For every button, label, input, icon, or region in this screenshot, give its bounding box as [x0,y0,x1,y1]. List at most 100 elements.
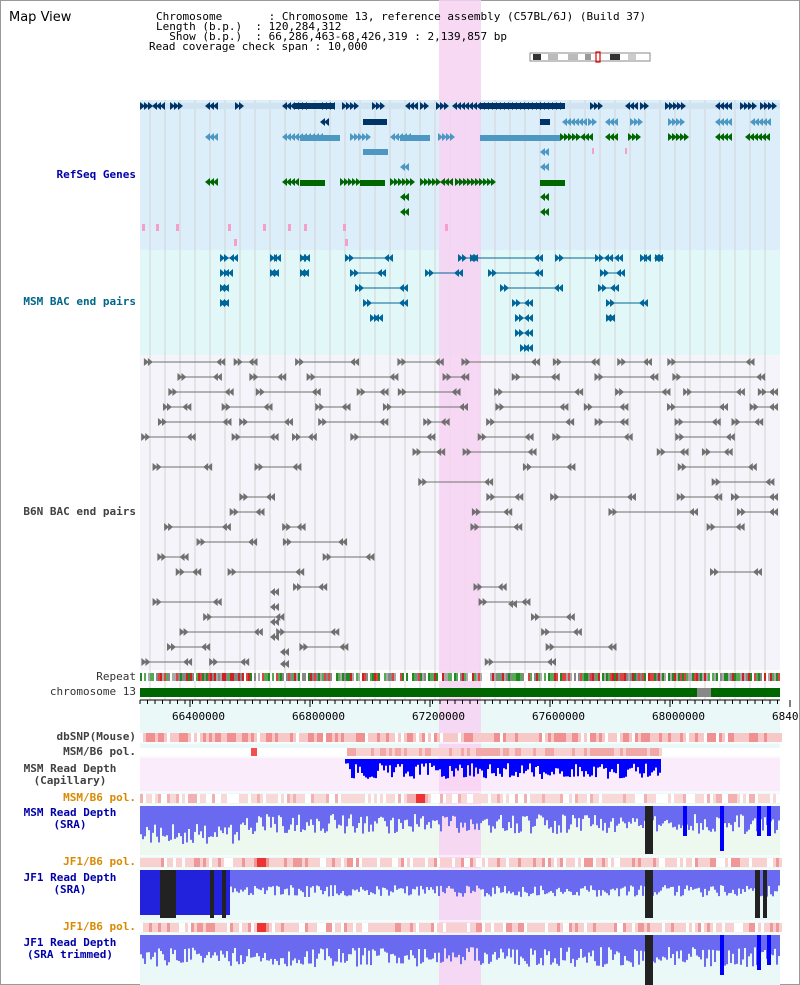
msm-pol-cell [719,748,722,756]
gene-arrow-glyph [243,493,249,501]
jf1-pol-cell [203,858,206,867]
jf1-pol2-cell [761,923,764,932]
jf1-trimmed-depth-bar [588,935,590,953]
msm-sra-depth-bar [186,806,188,843]
gene-arrow-glyph [683,448,689,456]
jf1-pol2-cell [467,923,470,932]
gene-arrow-glyph [277,373,283,381]
gene-arrow-glyph [572,133,577,141]
repeat-segment [662,673,664,681]
msm-pol2-cell [359,794,362,803]
jf1-trimmed-depth-bar [400,935,402,964]
jf1-trimmed-depth-bar [532,935,534,955]
msm-pol-cell [533,748,536,756]
jf1-trimmed-depth-bar [468,935,470,952]
jf1-trimmed-depth-bar [622,935,624,965]
repeat-segment [682,673,684,681]
jf1-pol-cell [311,858,314,867]
gene-arrow-glyph [546,658,552,666]
msm-sra-depth-bar [182,806,184,844]
jf1-pol2-cell [197,923,200,932]
gene-arrow-glyph [475,508,481,516]
msm-pol-cell [626,748,629,756]
jf1-pol-cell [692,858,695,867]
msm-pol-cell [524,748,527,756]
repeat-segment [674,673,676,681]
jf1-sra-depth-bar [458,870,460,893]
msm-sra-depth-bar [548,806,550,829]
dbsnp-cell [725,733,728,742]
gene-arrow-glyph [752,568,758,576]
jf1-sra-depth-bar [148,870,150,915]
jf1-trimmed-depth-bar [280,935,282,959]
gene-arrow-glyph [315,403,321,411]
jf1-sra-depth-bar [426,870,428,887]
repeat-segment [240,673,242,681]
repeat-segment [184,673,186,681]
msm-capillary-depth-bar [365,759,367,778]
dbsnp-cell [218,733,221,742]
dbsnp-cell [632,733,635,742]
show-range-info-line: Show (b.p.) : 66,286,463-68,426,319 : 2,… [156,30,507,43]
jf1-sra-depth-bar [748,870,750,890]
gene-arrow-glyph [388,254,393,262]
jf1-trimmed-depth-bar [518,935,520,966]
gene-arrow-glyph [618,254,623,262]
jf1-pol-cell [368,858,371,867]
repeat-segment [178,673,180,681]
jf1-sra-depth-bar [280,870,282,895]
msm-capillary-depth-bar [355,759,357,765]
gene-block [400,135,430,141]
gene-arrow-glyph [280,660,285,668]
jf1-trimmed-depth-bar [320,935,322,949]
gene-arrow-glyph [318,418,324,426]
gene-arrow-glyph [430,433,436,441]
repeat-segment [478,673,480,681]
jf1-pol-cell [626,858,629,867]
msm-sra-depth-bar [544,806,546,826]
jf1-trimmed-depth-bar [634,935,636,950]
gene-arrow-glyph [772,102,777,110]
msm-pol-cell [227,748,230,756]
repeat-segment [652,673,654,681]
msm-pol-cell [758,748,761,756]
gene-arrow-glyph [768,102,773,110]
gene-arrow-glyph [258,463,264,471]
gene-arrow-glyph [639,299,644,307]
gene-arrow-glyph [671,358,677,366]
jf1-pol-cell [398,858,401,867]
gene-arrow-glyph [344,178,349,186]
dbsnp-cell [296,733,299,742]
gene-arrow-glyph [442,133,447,141]
msm-pol2-cell [770,794,773,803]
dbsnp-cell [317,733,320,742]
dbsnp-cell [389,733,392,742]
track-label-msm-depth-capillary-1: MSM Read Depth [23,762,117,775]
msm-sra-depth-bar [752,806,754,821]
track-label-msm-bac: MSM BAC end pairs [23,295,136,308]
jf1-pol2-cell [539,923,542,932]
msm-capillary-depth-bar [527,759,529,770]
gene-arrow-glyph [552,433,558,441]
gene-arrow-glyph [588,133,593,141]
dbsnp-cell [287,733,290,742]
msm-sra-depth-bar [420,806,422,819]
msm-pol2-cell [635,794,638,803]
msm-pol-cell [632,748,635,756]
msm-capillary-depth-bar [405,759,407,774]
msm-pol2-cell [425,794,428,803]
msm-pol2-cell [320,794,323,803]
msm-sra-depth-bar [522,806,524,817]
gene-arrow-glyph [428,178,433,186]
repeat-segment [504,673,506,681]
msm-capillary-depth-bar [591,759,593,776]
repeat-segment [390,673,392,681]
msm-pol-cell [164,748,167,756]
jf1-sra-depth-bar [746,870,748,886]
gene-arrow-glyph [614,284,619,292]
msm-capillary-depth-bar [513,759,515,776]
jf1-pol2-cell [635,923,638,932]
msm-sra-depth-bar [194,806,196,832]
jf1-sra-depth-bar [760,870,762,897]
